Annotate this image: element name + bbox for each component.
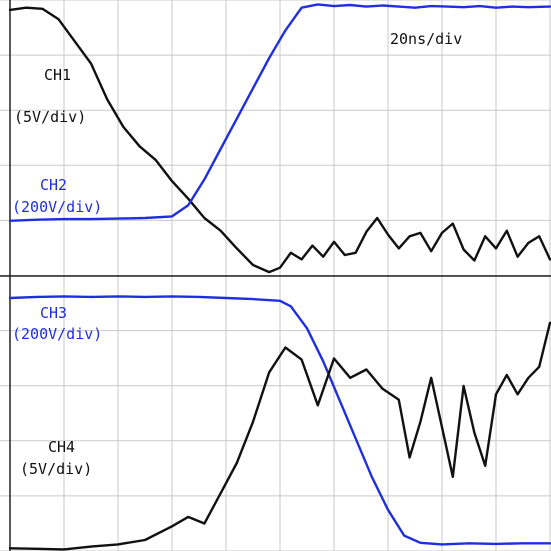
ch4-trace — [8, 321, 551, 551]
ch1-scale-label: (5V/div) — [14, 108, 86, 126]
ch3-trace — [8, 295, 551, 546]
ch4-scale-label: (5V/div) — [20, 460, 92, 478]
ch3-name-label: CH3 — [40, 304, 67, 322]
ch2-name-label: CH2 — [40, 176, 67, 194]
ch3-scale-label: (200V/div) — [12, 325, 102, 343]
ch2-trace — [8, 3, 551, 223]
ch2-scale-label: (200V/div) — [12, 198, 102, 216]
timebase-label: 20ns/div — [390, 30, 462, 48]
ch1-name-label: CH1 — [44, 66, 71, 84]
ch1-trace — [8, 6, 551, 274]
scope-traces — [8, 3, 551, 551]
ch4-name-label: CH4 — [48, 438, 75, 456]
